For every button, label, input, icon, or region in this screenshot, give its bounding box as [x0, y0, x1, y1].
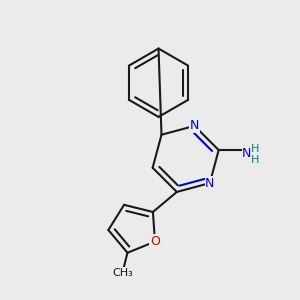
Text: N: N — [190, 119, 199, 132]
Text: N: N — [242, 146, 252, 160]
Text: H: H — [251, 154, 260, 165]
Text: H: H — [251, 144, 260, 154]
Text: CH₃: CH₃ — [112, 268, 133, 278]
Text: N: N — [205, 177, 214, 190]
Text: O: O — [150, 235, 160, 248]
